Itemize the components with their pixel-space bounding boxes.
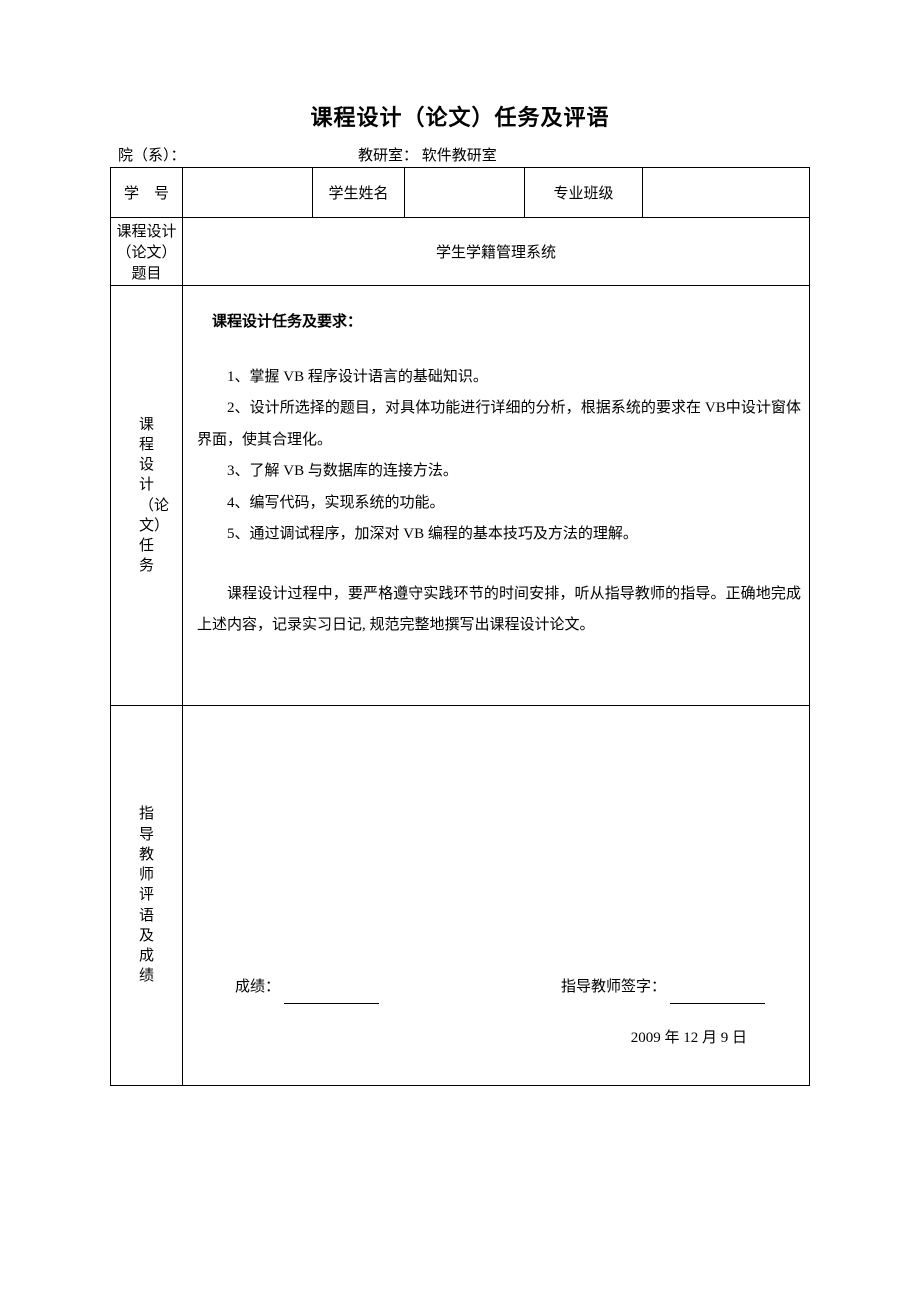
task-item-4: 4、编写代码，实现系统的功能。 (197, 488, 801, 520)
dept-label: 院（系）： (118, 148, 186, 164)
student-info-row: 学 号 学生姓名 专业班级 (111, 168, 810, 218)
task-vertical-label: 课程设计（论文）任务 (111, 286, 183, 706)
task-item-2: 2、设计所选择的题目，对具体功能进行详细的分析，根据系统的要求在 VB中设计窗体… (197, 393, 801, 456)
task-heading: 课程设计任务及要求： (197, 306, 801, 338)
task-cell: 课程设计任务及要求： 1、掌握 VB 程序设计语言的基础知识。 2、设计所选择的… (183, 286, 810, 706)
task-item-5: 5、通过调试程序，加深对 VB 编程的基本技巧及方法的理解。 (197, 519, 801, 551)
evaluation-date: 2009 年 12 月 9 日 (197, 1022, 795, 1055)
topic-label: 课程设计（论文）题目 (111, 218, 183, 286)
grade-field: 成绩： (235, 971, 379, 1004)
topic-row: 课程设计（论文）题目 学生学籍管理系统 (111, 218, 810, 286)
evaluation-vertical-label: 指导教师评语及成绩 (111, 706, 183, 1086)
task-item-1: 1、掌握 VB 程序设计语言的基础知识。 (197, 362, 801, 394)
office-value: 软件教研室 (422, 148, 497, 164)
header-line: 院（系）： 教研室： 软件教研室 (110, 144, 810, 165)
office-label: 教研室： (358, 148, 418, 164)
task-paragraph: 课程设计过程中，要严格遵守实践环节的时间安排，听从指导教师的指导。正确地完成上述… (197, 579, 801, 642)
task-row: 课程设计（论文）任务 课程设计任务及要求： 1、掌握 VB 程序设计语言的基础知… (111, 286, 810, 706)
task-item-3: 3、了解 VB 与数据库的连接方法。 (197, 456, 801, 488)
document-page: 课程设计（论文）任务及评语 院（系）： 教研室： 软件教研室 学 号 学生姓名 … (0, 0, 920, 1146)
main-table: 学 号 学生姓名 专业班级 课程设计（论文）题目 学生学籍管理系统 课程设计（论… (110, 167, 810, 1086)
student-name-value (405, 168, 525, 218)
class-label: 专业班级 (525, 168, 643, 218)
sign-underline (670, 1003, 765, 1004)
class-value (643, 168, 810, 218)
evaluation-signature-row: 成绩： 指导教师签字： (197, 971, 795, 1004)
task-body: 1、掌握 VB 程序设计语言的基础知识。 2、设计所选择的题目，对具体功能进行详… (197, 362, 801, 642)
grade-underline (284, 1003, 379, 1004)
evaluation-cell: 成绩： 指导教师签字： 2009 年 12 月 9 日 (183, 706, 810, 1086)
topic-value: 学生学籍管理系统 (183, 218, 810, 286)
student-id-value (183, 168, 313, 218)
student-id-label: 学 号 (111, 168, 183, 218)
evaluation-row: 指导教师评语及成绩 成绩： 指导教师签字： 2009 年 12 月 9 日 (111, 706, 810, 1086)
sign-field: 指导教师签字： (561, 971, 765, 1004)
page-title: 课程设计（论文）任务及评语 (110, 100, 810, 132)
student-name-label: 学生姓名 (313, 168, 405, 218)
